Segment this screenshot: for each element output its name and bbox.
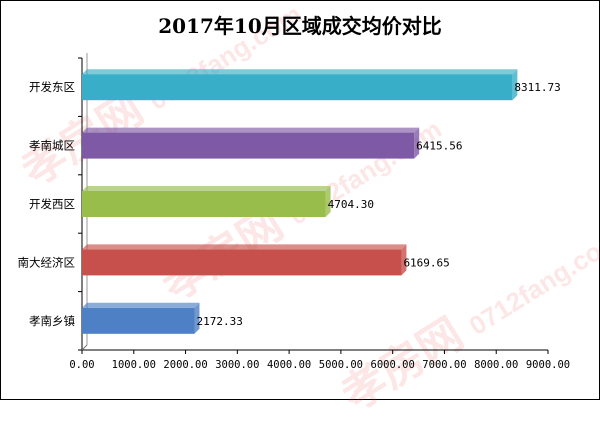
x-tick-label: 0.00 (69, 359, 94, 371)
data-label: 8311.73 (514, 81, 560, 94)
data-label: 2172.33 (196, 315, 242, 328)
category-label: 孝南乡镇 (29, 314, 75, 328)
bar-top (82, 127, 420, 133)
data-label: 4704.30 (328, 198, 374, 211)
bar-side (401, 244, 407, 276)
category-label: 开发东区 (29, 80, 75, 94)
bar (82, 249, 402, 276)
category-label: 开发西区 (29, 197, 75, 211)
x-tick-label: 8000.00 (474, 359, 518, 371)
x-tick-label: 1000.00 (112, 359, 156, 371)
x-tick-label: 9000.00 (526, 359, 570, 371)
bar-top (82, 302, 200, 308)
bar-top (82, 69, 518, 75)
bar-side (194, 302, 200, 334)
bar-top (82, 244, 407, 250)
category-label: 孝南城区 (29, 139, 75, 153)
x-tick-label: 3000.00 (215, 359, 259, 371)
chart-title: 2017年10月区域成交均价对比 (158, 14, 442, 38)
bar-chart: 0.00 1000.00 2000.00 3000.00 4000.00 5000.00 6… (18, 53, 570, 371)
category-label: 南大经济区 (18, 255, 76, 269)
x-tick-label: 5000.00 (319, 359, 363, 371)
data-label: 6169.65 (403, 256, 449, 269)
data-label: 6415.56 (416, 140, 462, 153)
bar-side (414, 127, 420, 159)
bar-side (325, 186, 331, 217)
bar-side (512, 69, 518, 101)
bar (82, 132, 415, 159)
bar (82, 191, 326, 217)
x-tick-label: 7000.00 (422, 359, 466, 371)
bar (82, 307, 195, 334)
x-tick-label: 4000.00 (267, 359, 311, 371)
bar (82, 74, 513, 101)
bar-top (82, 186, 331, 191)
x-tick-label: 2000.00 (163, 359, 207, 371)
x-tick-label: 6000.00 (371, 359, 415, 371)
floor-edge (81, 344, 88, 351)
